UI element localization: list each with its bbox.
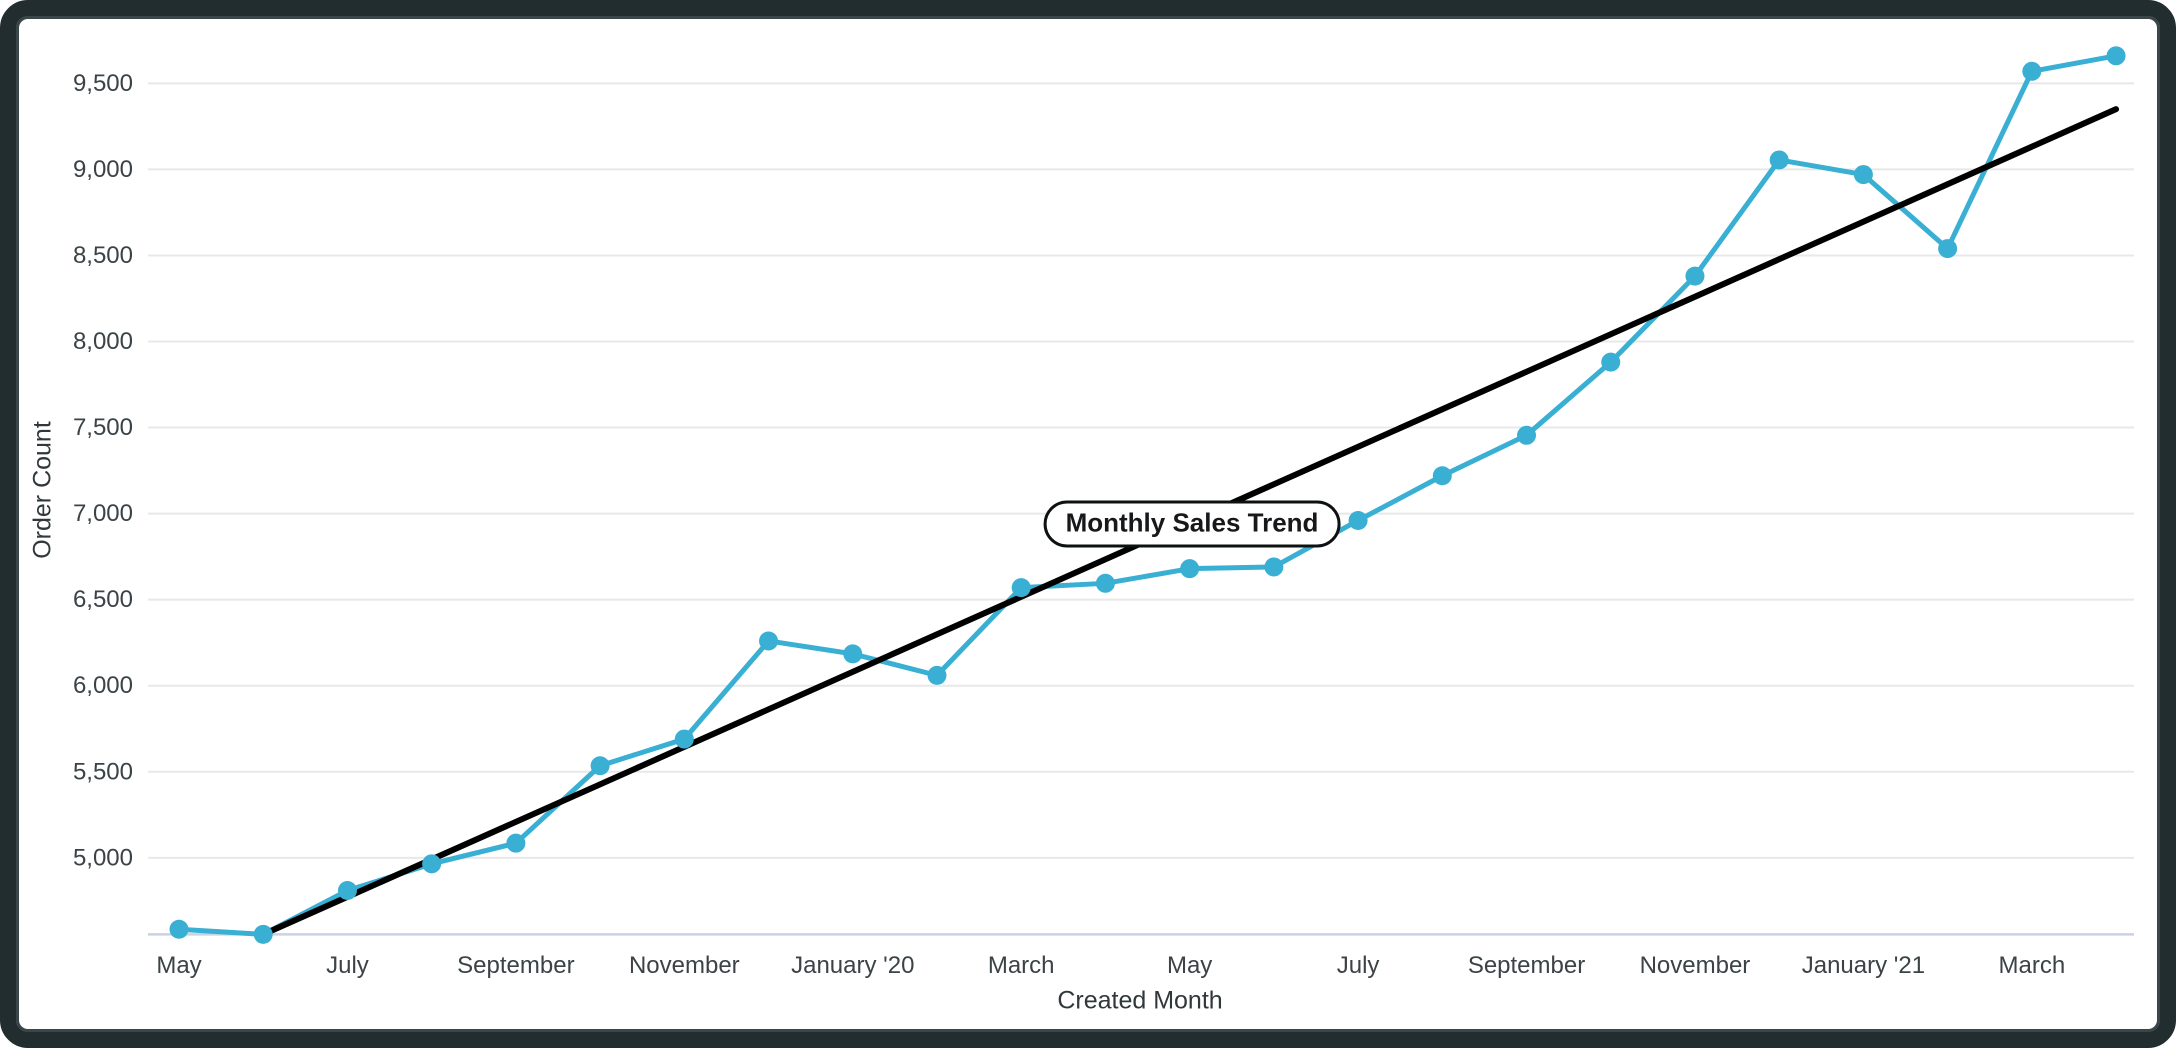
- data-point: [422, 854, 442, 874]
- data-point: [1348, 510, 1368, 530]
- data-point: [1432, 466, 1452, 486]
- data-point: [1938, 239, 1958, 259]
- x-tick-label: September: [1468, 952, 1585, 979]
- y-tick-label: 8,000: [73, 328, 133, 355]
- data-point: [1769, 150, 1789, 170]
- data-point: [1095, 573, 1115, 593]
- y-tick-label: 5,500: [73, 758, 133, 785]
- x-tick-label: November: [629, 952, 740, 979]
- y-tick-label: 9,500: [73, 70, 133, 97]
- y-tick-label: 7,000: [73, 500, 133, 527]
- x-tick-label: May: [156, 952, 201, 979]
- data-point: [2106, 46, 2126, 66]
- data-point: [590, 756, 610, 776]
- x-tick-label: January '21: [1802, 952, 1925, 979]
- data-point: [169, 919, 189, 939]
- data-point: [337, 881, 357, 901]
- x-tick-label: July: [326, 952, 369, 979]
- data-point: [1180, 559, 1200, 579]
- x-tick-label: March: [1998, 952, 2065, 979]
- data-point: [1601, 352, 1621, 372]
- data-point: [2022, 61, 2042, 81]
- y-tick-label: 6,000: [73, 672, 133, 699]
- y-axis-title: Order Count: [28, 421, 57, 559]
- x-tick-label: May: [1167, 952, 1212, 979]
- y-tick-label: 6,500: [73, 586, 133, 613]
- y-tick-label: 8,500: [73, 242, 133, 269]
- x-tick-label: November: [1640, 952, 1751, 979]
- data-point: [927, 665, 947, 685]
- data-point: [1517, 425, 1537, 445]
- y-tick-label: 7,500: [73, 414, 133, 441]
- x-tick-label: March: [988, 952, 1055, 979]
- data-point: [1685, 266, 1705, 286]
- series-line: [176, 53, 2119, 937]
- data-point: [1011, 578, 1031, 598]
- x-axis-title: Created Month: [1057, 986, 1223, 1015]
- data-point: [759, 631, 779, 651]
- trend-title-pill: Monthly Sales Trend: [1043, 500, 1341, 548]
- data-point: [253, 924, 273, 944]
- x-tick-label: July: [1337, 952, 1380, 979]
- y-tick-label: 9,000: [73, 156, 133, 183]
- data-point: [1264, 557, 1284, 577]
- x-tick-label: September: [457, 952, 574, 979]
- data-point: [674, 729, 694, 749]
- data-point: [506, 833, 526, 853]
- data-point: [1853, 165, 1873, 185]
- x-tick-label: January '20: [791, 952, 914, 979]
- y-tick-label: 5,000: [73, 844, 133, 871]
- data-point: [843, 644, 863, 664]
